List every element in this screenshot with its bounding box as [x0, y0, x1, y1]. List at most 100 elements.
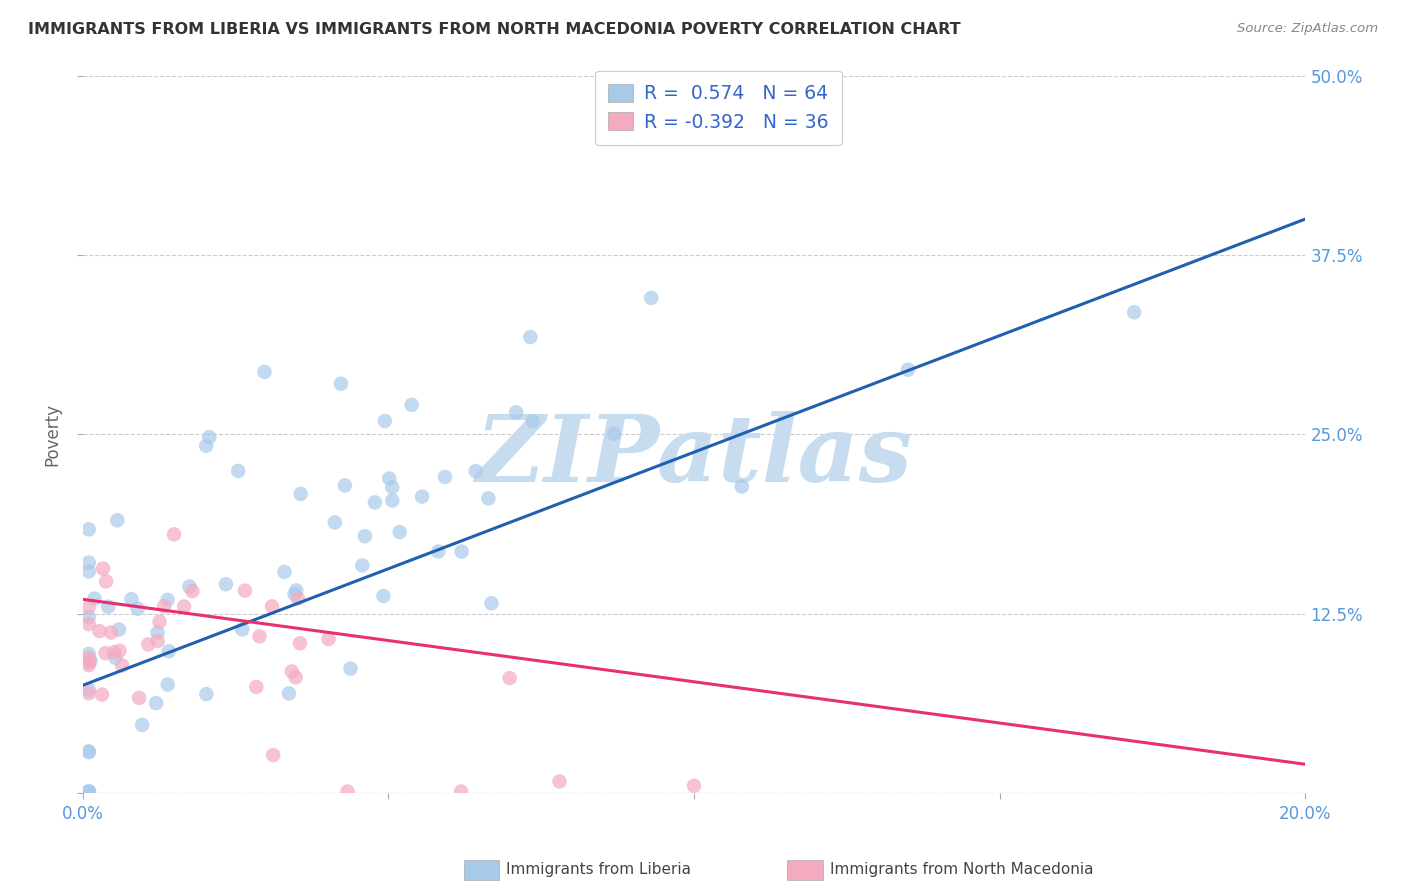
Point [108, 644, 131, 658]
Point [284, 670, 307, 684]
Point [281, 665, 304, 679]
Point [253, 365, 276, 379]
Point [374, 414, 396, 428]
Point [381, 493, 404, 508]
Point [522, 414, 544, 428]
Point [388, 525, 411, 540]
Point [77, 617, 100, 632]
Point [146, 625, 169, 640]
Point [181, 584, 204, 599]
Text: Source: ZipAtlas.com: Source: ZipAtlas.com [1237, 22, 1378, 36]
Point [156, 677, 179, 691]
Point [519, 330, 541, 344]
Point [897, 362, 920, 376]
Point [77, 784, 100, 798]
Point [640, 291, 662, 305]
Point [163, 527, 186, 541]
Point [77, 658, 100, 673]
Point [77, 784, 100, 798]
Point [77, 522, 100, 536]
Text: ZIPatlas: ZIPatlas [475, 411, 912, 500]
Point [131, 718, 153, 732]
Point [249, 629, 271, 643]
Point [333, 478, 356, 492]
Point [1123, 305, 1146, 319]
Point [77, 610, 100, 624]
Point [104, 650, 127, 665]
Point [91, 688, 114, 702]
Point [464, 464, 486, 478]
Point [127, 601, 149, 615]
Point [179, 580, 201, 594]
Point [278, 686, 301, 700]
Point [450, 544, 472, 558]
Point [427, 544, 450, 558]
Text: Immigrants from Liberia: Immigrants from Liberia [506, 863, 692, 877]
Point [450, 784, 472, 798]
Point [290, 487, 312, 501]
Point [94, 646, 117, 660]
Point [198, 430, 221, 444]
Point [603, 426, 626, 441]
Point [378, 471, 401, 485]
Point [262, 599, 284, 614]
Point [354, 529, 377, 543]
Text: IMMIGRANTS FROM LIBERIA VS IMMIGRANTS FROM NORTH MACEDONIA POVERTY CORRELATION C: IMMIGRANTS FROM LIBERIA VS IMMIGRANTS FR… [28, 22, 960, 37]
Point [373, 589, 395, 603]
Point [318, 632, 340, 646]
Point [323, 516, 346, 530]
Point [233, 583, 256, 598]
Point [103, 645, 125, 659]
Point [77, 556, 100, 570]
Point [336, 784, 359, 798]
Point [77, 565, 100, 579]
Point [339, 662, 361, 676]
Point [91, 561, 114, 575]
Point [548, 774, 571, 789]
Point [77, 682, 100, 697]
Point [262, 748, 284, 763]
Point [77, 650, 100, 665]
Point [138, 637, 160, 651]
Point [77, 744, 100, 758]
Point [157, 644, 180, 658]
Point [83, 591, 105, 606]
Point [215, 577, 238, 591]
Point [121, 592, 143, 607]
Point [148, 615, 170, 629]
Point [731, 480, 754, 494]
Point [77, 656, 100, 670]
Text: Immigrants from North Macedonia: Immigrants from North Macedonia [830, 863, 1092, 877]
Point [100, 625, 122, 640]
Point [77, 784, 100, 798]
Point [434, 470, 457, 484]
Point [128, 690, 150, 705]
Point [411, 490, 433, 504]
Point [245, 680, 267, 694]
Point [401, 398, 423, 412]
Point [111, 658, 134, 673]
Point [284, 587, 307, 601]
Point [105, 513, 128, 527]
Point [226, 464, 249, 478]
Point [477, 491, 499, 506]
Point [108, 623, 131, 637]
Point [498, 671, 520, 685]
Point [683, 779, 706, 793]
Point [231, 623, 253, 637]
Point [273, 565, 295, 579]
Point [817, 126, 839, 140]
Point [285, 583, 308, 598]
Point [94, 574, 117, 589]
Point [352, 558, 374, 573]
Legend: R =  0.574   N = 64, R = -0.392   N = 36: R = 0.574 N = 64, R = -0.392 N = 36 [595, 70, 842, 145]
Point [77, 600, 100, 615]
Point [173, 599, 195, 614]
Point [195, 687, 218, 701]
Point [287, 591, 309, 606]
Point [364, 495, 387, 509]
Point [329, 376, 352, 391]
Point [89, 624, 111, 638]
Point [288, 636, 311, 650]
Point [481, 596, 503, 610]
